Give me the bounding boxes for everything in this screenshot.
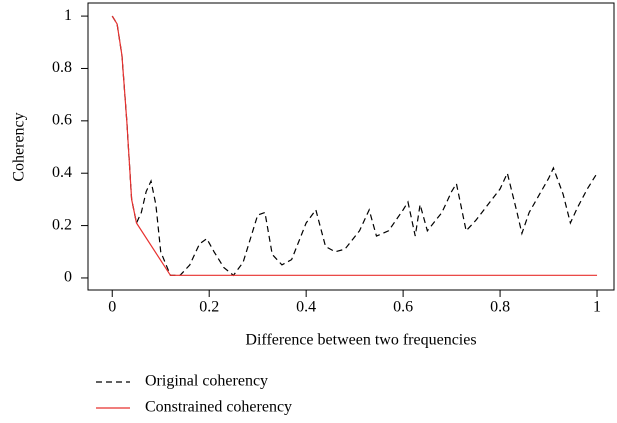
y-tick-label: 0.4 <box>52 164 72 181</box>
x-tick-label: 1 <box>593 299 601 316</box>
y-tick-label: 0.2 <box>52 216 72 233</box>
y-tick-label: 0.6 <box>52 112 72 129</box>
data-line <box>111 15 598 276</box>
y-tick-label: 1 <box>64 7 72 24</box>
x-tick-label: 0.4 <box>296 299 316 316</box>
plot-frame <box>87 2 615 291</box>
x-tick-label: 0 <box>108 299 116 316</box>
x-tick-label: 0.2 <box>199 299 219 316</box>
y-axis-label: Coherency <box>11 112 28 181</box>
x-tick-label: 0.8 <box>490 299 510 316</box>
data-line <box>111 15 598 277</box>
y-tick-label: 0.8 <box>52 59 72 76</box>
legend-label: Original coherency <box>145 373 268 390</box>
x-tick-label: 0.6 <box>393 299 413 316</box>
y-tick-label: 0 <box>64 269 72 286</box>
x-axis-label: Difference between two frequencies <box>245 332 476 349</box>
legend-label: Constrained coherency <box>145 399 292 416</box>
